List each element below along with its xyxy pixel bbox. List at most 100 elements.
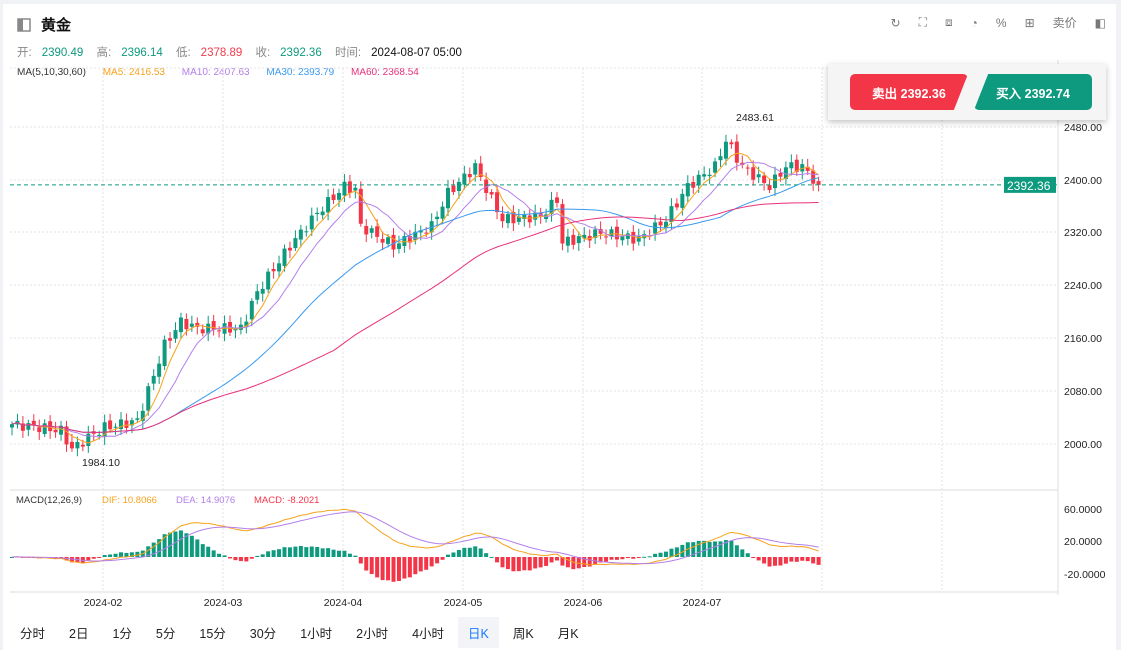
ma5-line bbox=[11, 152, 819, 444]
candle-body bbox=[402, 236, 407, 246]
tab-period[interactable]: 2日 bbox=[69, 627, 89, 641]
tab-period[interactable]: 2小时 bbox=[356, 627, 389, 641]
candle-body bbox=[206, 323, 211, 334]
grid-icon[interactable]: ⊞ bbox=[1024, 15, 1035, 30]
pie-icon[interactable]: ◔ bbox=[970, 15, 978, 30]
macd-bar bbox=[206, 546, 211, 557]
sidebar-toggle-icon[interactable] bbox=[17, 17, 31, 32]
candle-body bbox=[664, 221, 668, 228]
candle-body bbox=[495, 192, 500, 213]
candle-body bbox=[10, 424, 14, 428]
macd-bar bbox=[97, 557, 102, 558]
macd-bar bbox=[456, 550, 461, 557]
macd-bar bbox=[446, 554, 450, 557]
candle-body bbox=[435, 216, 440, 220]
tab-period[interactable]: 日K bbox=[458, 617, 499, 648]
open-label: 开: bbox=[17, 47, 32, 59]
candle-body bbox=[386, 237, 391, 244]
high-value: 2396.14 bbox=[121, 47, 163, 59]
tab-period[interactable]: 30分 bbox=[249, 627, 277, 641]
macd-bar bbox=[102, 555, 107, 557]
macd-bar bbox=[805, 557, 810, 562]
open-value: 2390.49 bbox=[41, 47, 84, 59]
candle-body bbox=[375, 226, 380, 237]
tab-period[interactable]: 1分 bbox=[112, 627, 132, 641]
candle-body bbox=[593, 229, 598, 238]
candle-body bbox=[20, 423, 25, 431]
macd-bar bbox=[451, 552, 456, 557]
candle-body bbox=[108, 420, 113, 430]
dif-line bbox=[11, 508, 819, 566]
tab-period[interactable]: 1小时 bbox=[300, 627, 333, 641]
macd-bar bbox=[249, 557, 254, 559]
macd-bar bbox=[811, 557, 816, 564]
close-label: 收: bbox=[255, 47, 271, 59]
candle-body bbox=[473, 163, 478, 175]
ma10-value: MA10: 2407.63 bbox=[181, 67, 250, 78]
sell-button[interactable]: 卖出 2392.36 bbox=[850, 74, 968, 110]
macd-bar bbox=[625, 557, 630, 559]
tab-period[interactable]: 4小时 bbox=[412, 627, 445, 641]
refresh-icon[interactable]: ↻ bbox=[890, 15, 901, 30]
tab-period[interactable]: 分时 bbox=[20, 627, 46, 641]
candle-body bbox=[751, 167, 756, 180]
candle-body bbox=[413, 231, 418, 240]
candle-body bbox=[271, 268, 276, 272]
candle-body bbox=[713, 161, 718, 173]
candle-body bbox=[723, 141, 728, 159]
macd-bar bbox=[135, 551, 140, 557]
macd-bar bbox=[642, 556, 647, 558]
candle-body bbox=[614, 226, 619, 240]
price-tick: 2160.00 bbox=[1064, 333, 1102, 345]
macd-bar bbox=[576, 557, 581, 569]
macd-bar bbox=[756, 557, 761, 561]
candle-body bbox=[195, 322, 200, 327]
price-type-toggle[interactable]: 卖价 bbox=[1052, 16, 1077, 30]
candle-body bbox=[282, 248, 287, 266]
candle-body bbox=[800, 164, 805, 172]
candle-body bbox=[326, 197, 331, 213]
candle-body bbox=[266, 271, 271, 290]
macd-bar bbox=[402, 557, 407, 579]
tab-period[interactable]: 15分 bbox=[199, 627, 226, 641]
tab-period[interactable]: 周K bbox=[512, 627, 534, 641]
macd-bar bbox=[320, 548, 325, 557]
candle-body bbox=[178, 317, 183, 333]
candle-body bbox=[527, 215, 532, 223]
tab-period[interactable]: 月K bbox=[557, 627, 579, 641]
macd-bar bbox=[560, 557, 565, 566]
percent-icon[interactable]: % bbox=[995, 15, 1007, 30]
low-label: 低: bbox=[175, 47, 191, 59]
candle-body bbox=[244, 321, 249, 327]
panel-toggle-icon[interactable]: ◧ bbox=[1094, 15, 1106, 30]
candle-body bbox=[734, 141, 739, 163]
candle-body bbox=[380, 238, 385, 243]
macd-bar bbox=[489, 556, 494, 558]
crop-icon[interactable]: ⛶ bbox=[918, 15, 928, 29]
candle-body bbox=[315, 212, 320, 215]
chart-board-icon[interactable]: ⧈ bbox=[945, 15, 953, 29]
candle-body bbox=[37, 427, 42, 433]
macd-bar bbox=[146, 546, 151, 557]
candle-body bbox=[500, 213, 505, 222]
candle-body bbox=[456, 181, 461, 192]
macd-bar bbox=[315, 547, 320, 557]
macd-bar bbox=[91, 557, 96, 559]
buy-button[interactable]: 买入 2392.74 bbox=[974, 74, 1092, 110]
macd-bar bbox=[653, 553, 658, 557]
macd-bar bbox=[794, 557, 799, 562]
candle-body bbox=[794, 159, 799, 172]
macd-bar bbox=[538, 557, 543, 568]
candle-body bbox=[249, 300, 254, 320]
tab-period[interactable]: 5分 bbox=[155, 627, 176, 641]
candle-body bbox=[277, 263, 282, 272]
candle-body bbox=[565, 236, 570, 246]
candle-body bbox=[168, 338, 173, 341]
candle-body bbox=[489, 192, 494, 195]
time-tick: 2024-05 bbox=[444, 597, 483, 609]
macd-bar bbox=[478, 548, 483, 557]
macd-bar bbox=[266, 551, 271, 557]
candle-body bbox=[625, 233, 630, 239]
candle-body bbox=[609, 229, 614, 237]
